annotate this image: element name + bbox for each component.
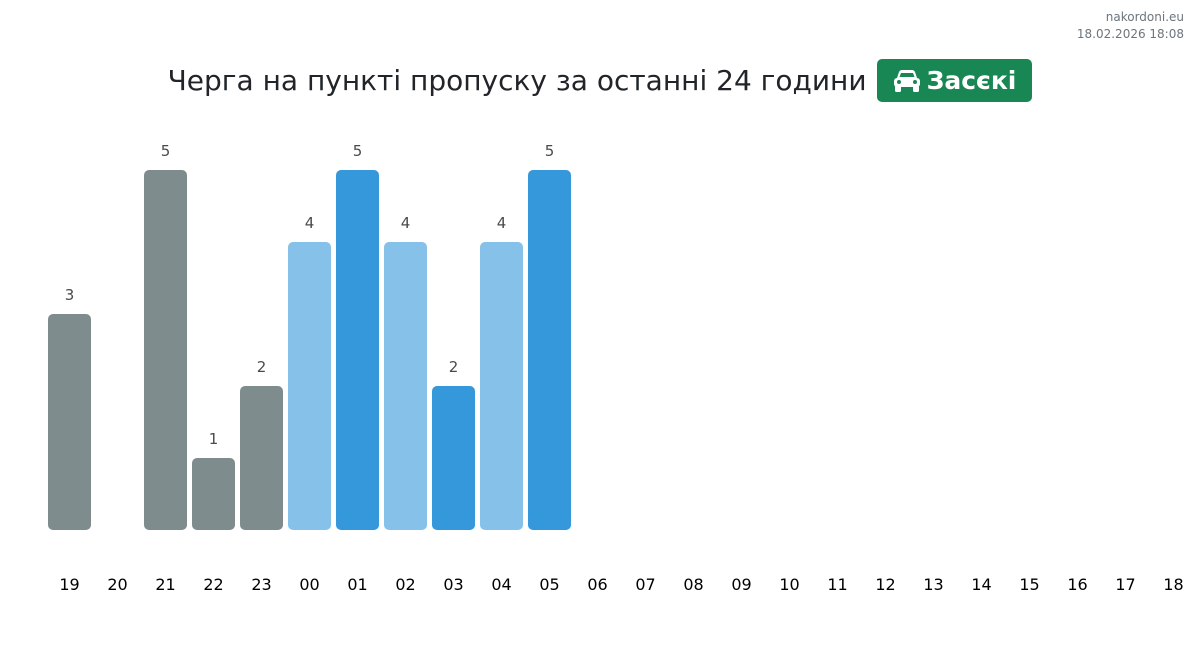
bar-19 bbox=[48, 314, 91, 530]
x-tick-label: 01 bbox=[347, 575, 367, 594]
x-tick-label: 23 bbox=[251, 575, 271, 594]
x-tick-label: 06 bbox=[587, 575, 607, 594]
x-tick-label: 13 bbox=[923, 575, 943, 594]
x-tick-label: 22 bbox=[203, 575, 223, 594]
page-title: Черга на пункті пропуску за останні 24 г… bbox=[167, 64, 867, 97]
meta-info: nakordoni.eu 18.02.2026 18:08 bbox=[1077, 9, 1184, 43]
x-tick-label: 14 bbox=[971, 575, 991, 594]
x-tick-label: 09 bbox=[731, 575, 751, 594]
data-label: 2 bbox=[257, 358, 267, 376]
data-label: 5 bbox=[545, 142, 555, 160]
data-label: 2 bbox=[449, 358, 459, 376]
site-name: nakordoni.eu bbox=[1105, 10, 1184, 24]
data-label: 1 bbox=[209, 430, 219, 448]
checkpoint-name: Засєкі bbox=[926, 66, 1017, 95]
data-label: 5 bbox=[353, 142, 363, 160]
bar-23 bbox=[240, 386, 283, 530]
x-tick-label: 12 bbox=[875, 575, 895, 594]
x-tick-label: 11 bbox=[827, 575, 847, 594]
x-tick-label: 05 bbox=[539, 575, 559, 594]
x-tick-label: 21 bbox=[155, 575, 175, 594]
x-tick-label: 00 bbox=[299, 575, 319, 594]
data-label: 3 bbox=[65, 286, 75, 304]
x-tick-label: 17 bbox=[1115, 575, 1135, 594]
timestamp: 18.02.2026 18:08 bbox=[1076, 27, 1184, 41]
x-tick-label: 20 bbox=[107, 575, 127, 594]
car-icon bbox=[893, 69, 920, 92]
data-label: 5 bbox=[161, 142, 171, 160]
x-tick-label: 19 bbox=[59, 575, 79, 594]
x-tick-label: 18 bbox=[1163, 575, 1183, 594]
x-tick-label: 07 bbox=[635, 575, 655, 594]
bar-00 bbox=[288, 242, 331, 530]
x-tick-label: 15 bbox=[1019, 575, 1039, 594]
x-tick-label: 04 bbox=[491, 575, 511, 594]
x-tick-label: 16 bbox=[1067, 575, 1087, 594]
x-tick-label: 10 bbox=[779, 575, 799, 594]
data-label: 4 bbox=[305, 214, 315, 232]
bar-03 bbox=[432, 386, 475, 530]
bar-05 bbox=[528, 170, 571, 530]
bar-04 bbox=[480, 242, 523, 530]
header: Черга на пункті пропуску за останні 24 г… bbox=[0, 59, 1200, 102]
checkpoint-badge[interactable]: Засєкі bbox=[876, 59, 1033, 102]
data-label: 4 bbox=[497, 214, 507, 232]
bar-01 bbox=[336, 170, 379, 530]
x-tick-label: 02 bbox=[395, 575, 415, 594]
bar-22 bbox=[192, 458, 235, 530]
data-label: 4 bbox=[401, 214, 411, 232]
bar-21 bbox=[144, 170, 187, 530]
x-tick-label: 08 bbox=[683, 575, 703, 594]
bar-02 bbox=[384, 242, 427, 530]
x-tick-label: 03 bbox=[443, 575, 463, 594]
